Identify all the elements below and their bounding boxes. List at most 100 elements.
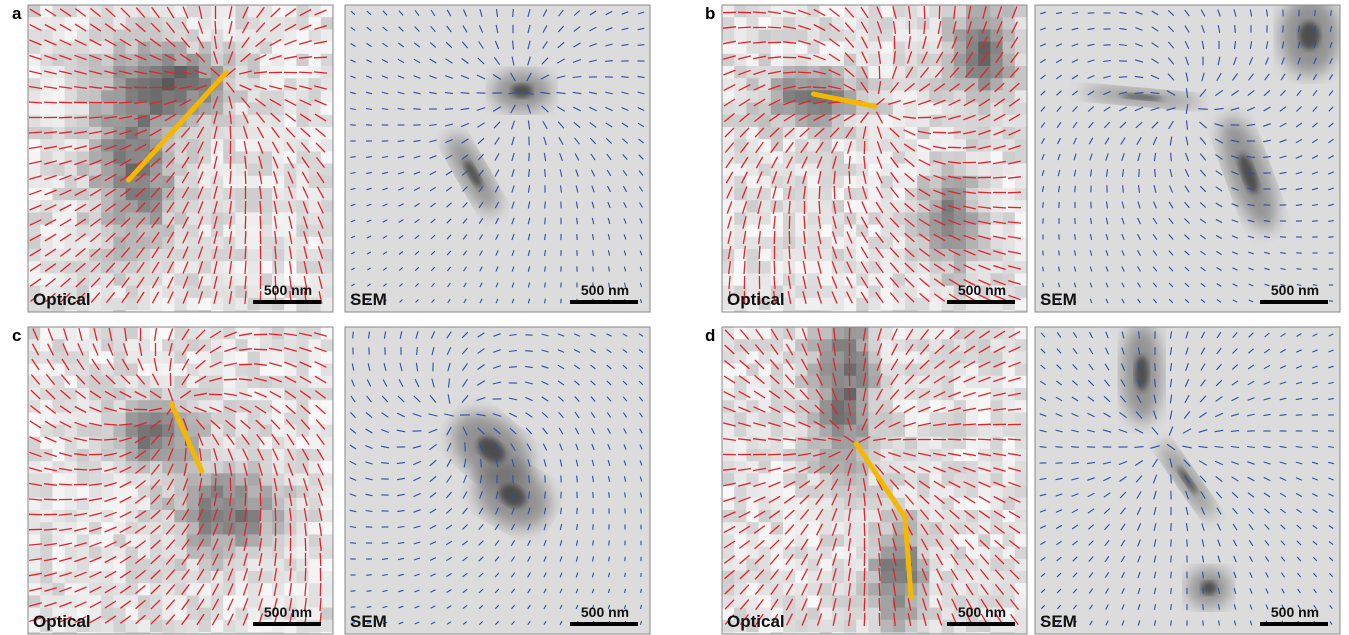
vector xyxy=(397,525,405,529)
pixel xyxy=(819,102,833,116)
pixel xyxy=(150,497,163,511)
sem-background xyxy=(345,5,650,312)
vector xyxy=(876,6,883,19)
pixel xyxy=(162,485,175,499)
pixel xyxy=(198,188,212,201)
pixel xyxy=(76,485,90,499)
pixel xyxy=(113,619,127,633)
vector xyxy=(978,249,991,256)
pixel xyxy=(795,424,808,438)
pixel xyxy=(746,534,760,548)
vector xyxy=(1298,25,1300,33)
vector xyxy=(120,202,131,213)
vector xyxy=(255,22,266,33)
vector xyxy=(351,379,355,387)
vector xyxy=(462,507,468,515)
pixel xyxy=(770,297,784,311)
vector xyxy=(167,433,174,446)
pixel xyxy=(150,595,163,609)
pixel xyxy=(990,29,1004,43)
pixel xyxy=(758,285,772,299)
pixel xyxy=(783,351,796,365)
vector xyxy=(119,480,132,489)
pixel xyxy=(844,224,857,238)
pixel xyxy=(320,261,333,274)
vector xyxy=(367,299,371,303)
vector xyxy=(59,174,72,181)
pixel xyxy=(868,449,882,462)
vector xyxy=(1152,266,1158,272)
pixel xyxy=(89,285,102,299)
pixel xyxy=(235,90,249,104)
vector xyxy=(782,25,797,30)
vector xyxy=(1154,168,1156,178)
pixel xyxy=(296,212,310,226)
pixel xyxy=(64,200,78,213)
pixel xyxy=(137,607,151,621)
vector xyxy=(103,423,118,426)
vector xyxy=(478,588,484,594)
pixel xyxy=(198,351,212,365)
vector xyxy=(860,21,869,34)
pixel xyxy=(125,351,139,365)
vector xyxy=(269,405,282,414)
vector xyxy=(413,525,421,529)
pixel xyxy=(284,212,297,226)
vector xyxy=(194,69,207,76)
pixel xyxy=(308,424,322,438)
pixel xyxy=(52,66,66,79)
pixel xyxy=(892,200,906,213)
pixel xyxy=(259,534,273,548)
pixel xyxy=(28,388,41,401)
pixel xyxy=(198,619,212,633)
vector xyxy=(556,91,566,95)
pixel xyxy=(174,522,188,535)
pixel xyxy=(247,485,261,499)
vector xyxy=(753,112,766,123)
pixel xyxy=(770,388,784,401)
vector xyxy=(165,509,176,520)
pixel xyxy=(953,102,967,116)
pixel xyxy=(259,310,273,312)
pixel xyxy=(296,449,310,462)
pixel xyxy=(198,424,212,438)
vector xyxy=(862,126,867,139)
pixel xyxy=(892,412,906,426)
pixel xyxy=(844,351,857,365)
vector xyxy=(1056,90,1062,96)
pixel xyxy=(162,607,175,621)
vector xyxy=(526,104,532,114)
vector xyxy=(575,443,579,451)
vector xyxy=(75,374,86,385)
vector xyxy=(1199,202,1207,208)
pixel xyxy=(320,632,333,634)
vector xyxy=(1122,185,1124,193)
vector xyxy=(1295,171,1303,175)
vector xyxy=(1087,106,1095,112)
vector xyxy=(511,136,515,146)
pixel xyxy=(113,412,127,426)
pixel xyxy=(892,139,906,152)
vector xyxy=(381,59,389,63)
pixel xyxy=(64,388,78,401)
pixel xyxy=(150,485,163,499)
pixel xyxy=(990,163,1004,177)
vector xyxy=(494,572,500,578)
vector xyxy=(195,52,206,63)
pixel xyxy=(186,139,200,152)
pixel xyxy=(856,375,869,389)
vector xyxy=(430,9,436,17)
pixel xyxy=(783,53,796,67)
vector xyxy=(605,27,613,31)
vector xyxy=(479,250,483,256)
pixel xyxy=(856,534,869,548)
vector xyxy=(350,187,356,191)
vector xyxy=(446,218,452,224)
vector xyxy=(74,54,87,61)
pixel xyxy=(284,310,297,312)
pixel xyxy=(795,607,808,621)
pixel xyxy=(880,510,894,523)
vector xyxy=(382,251,388,255)
pixel xyxy=(296,261,310,274)
vector xyxy=(167,463,174,476)
